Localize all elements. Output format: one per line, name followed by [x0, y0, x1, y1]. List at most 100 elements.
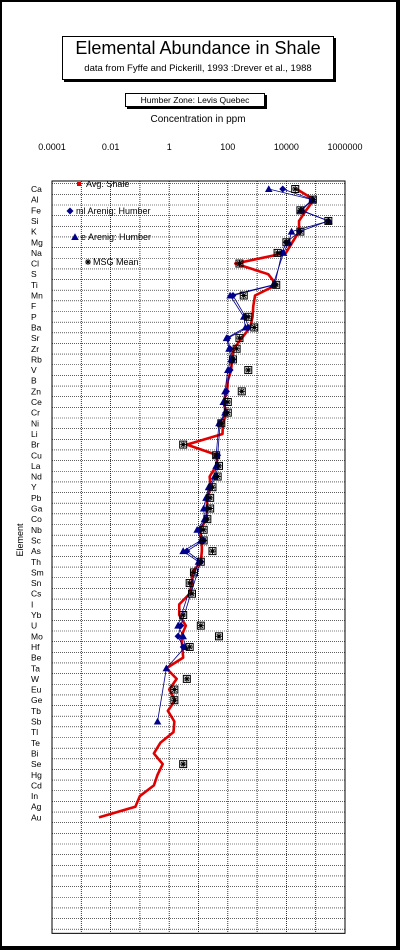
y-tick-label: Mg [31, 237, 43, 247]
y-tick-label: V [31, 365, 37, 375]
e-arenig-point [219, 398, 228, 405]
y-tick-label: K [31, 227, 37, 237]
marker-star [273, 281, 280, 288]
marker-box [223, 408, 232, 417]
x-tick-label: 100 [220, 142, 235, 152]
e-arenig-point [174, 621, 182, 629]
marker-box [214, 632, 223, 641]
y-tick-label: Be [31, 653, 42, 663]
marker-star [283, 239, 290, 246]
msg-mean-point [199, 525, 208, 534]
e-arenig-line [157, 188, 331, 722]
y-tick-label: I [31, 599, 33, 609]
msg-mean-point [170, 696, 179, 705]
msg-mean-point [244, 312, 253, 321]
ml-arenig-point [279, 185, 287, 193]
msg-mean-point [185, 642, 194, 651]
marker-box [272, 280, 281, 289]
marker-box [232, 344, 241, 353]
legend-ml-arenig-marker [66, 207, 74, 215]
msg-mean-point [208, 547, 217, 556]
marker-box [291, 185, 300, 193]
marker-star [229, 356, 236, 363]
marker-box [214, 461, 223, 470]
msg-mean-point [199, 536, 208, 545]
msg-mean-point [179, 760, 188, 769]
series-star-box [170, 185, 333, 769]
msg-mean-point [296, 206, 305, 215]
y-tick-label: Nd [31, 472, 42, 482]
x-tick-label: 0.01 [102, 142, 120, 152]
legend-msg-mean-marker [85, 259, 91, 265]
e-arenig-point [181, 643, 189, 650]
y-tick-label: Br [31, 440, 40, 450]
msg-mean-point [217, 419, 226, 428]
title-box: Elemental Abundance in Shale data from F… [62, 36, 334, 80]
x-tick-label: 1 [167, 142, 172, 152]
legend: Avg. Shale ml Arenig: Humber e Arenig: Hum… [66, 179, 151, 267]
legend-item-avg-shale: Avg. Shale [77, 179, 129, 189]
y-tick-label: Ag [31, 802, 42, 812]
y-tick-label: La [31, 461, 41, 471]
y-axis-title: Element [15, 523, 25, 557]
marker-star [224, 409, 231, 416]
marker-box [208, 483, 217, 492]
msg-mean-point [212, 451, 221, 460]
msg-mean-point [291, 185, 300, 193]
marker-star [274, 249, 281, 256]
msg-mean-point [206, 504, 215, 513]
y-tick-label: U [31, 621, 37, 631]
y-tick-label: Hf [31, 642, 40, 652]
msg-mean-point [235, 259, 244, 268]
y-tick-label: F [31, 301, 36, 311]
marker-box [282, 238, 291, 247]
grid-lines [51, 181, 346, 934]
e-arenig-point [193, 526, 201, 533]
marker-box [185, 642, 194, 651]
marker-box [228, 355, 237, 364]
marker-box [212, 451, 221, 460]
msg-mean-point [182, 674, 191, 683]
marker-box [206, 493, 215, 502]
plot-frame [51, 180, 346, 934]
marker-box [179, 760, 188, 769]
msg-mean-point [196, 557, 205, 566]
e-arenig-point [221, 387, 229, 395]
marker-box [235, 259, 244, 268]
series-layer [98, 185, 333, 819]
y-tick-label: S [31, 269, 37, 279]
legend-item-e-arenig: e Arenig: Humber [71, 232, 151, 242]
y-tick-label: Ga [31, 504, 43, 514]
y-tick-label: Fe [31, 205, 41, 215]
y-tick-label: Al [31, 195, 39, 205]
marker-star [245, 313, 252, 320]
chart-subtitle: data from Fyffe and Pickerill, 1993 :Dre… [84, 63, 312, 74]
marker-box [217, 419, 226, 428]
e-arenig-point [264, 185, 273, 192]
y-tick-label: Zn [31, 386, 41, 396]
marker-box [187, 589, 196, 598]
msg-mean-point [203, 515, 212, 524]
legend-avg-shale-label: Avg. Shale [86, 179, 129, 189]
e-arenig-point [179, 632, 187, 640]
msg-mean-point [239, 291, 248, 300]
msg-mean-point [235, 334, 244, 343]
y-tick-label: Si [31, 216, 39, 226]
msg-mean-point [324, 216, 333, 225]
e-arenig-point [153, 717, 162, 725]
marker-box [199, 536, 208, 545]
marker-box [199, 525, 208, 534]
marker-star [209, 484, 216, 491]
y-tick-label: B [31, 376, 37, 386]
y-tick-label: Na [31, 248, 42, 258]
e-arenig-point [225, 344, 233, 352]
y-tick-label: Cr [31, 408, 40, 418]
msg-mean-point [189, 568, 198, 577]
marker-box [179, 611, 188, 619]
msg-mean-point [296, 227, 305, 236]
y-tick-label: Mn [31, 291, 43, 301]
y-tick-label: Tl [31, 727, 38, 737]
marker-star [207, 494, 214, 501]
msg-mean-point [244, 366, 253, 375]
marker-box [235, 334, 244, 343]
